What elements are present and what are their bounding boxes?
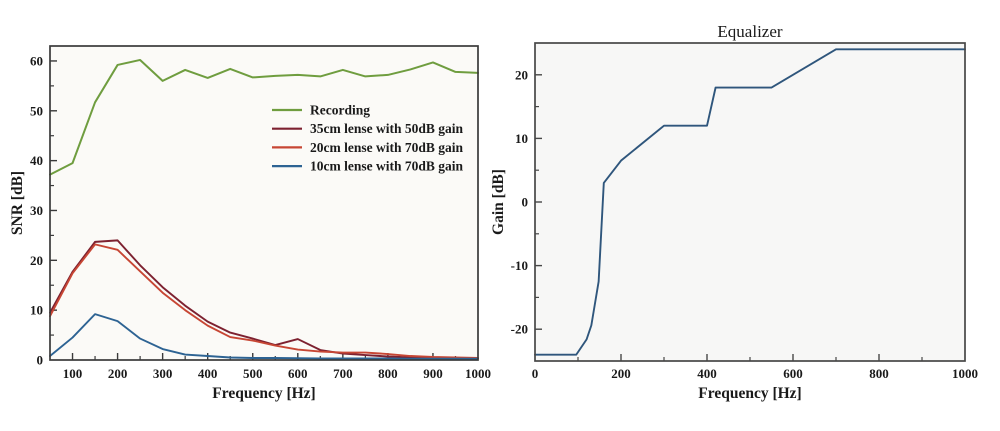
y-tick-label: -10 bbox=[511, 258, 528, 273]
x-tick-label: 100 bbox=[63, 366, 83, 381]
x-tick-label: 300 bbox=[153, 366, 173, 381]
x-tick-label: 600 bbox=[288, 366, 308, 381]
x-tick-label: 200 bbox=[611, 366, 631, 381]
snr-chart: 100 200 300 400 500 600 700 800 900 1000 0 10 20 30 40… bbox=[9, 45, 491, 402]
plot-frame bbox=[534, 42, 966, 362]
x-tick-label: 500 bbox=[243, 366, 263, 381]
legend-label-1: 35cm lense with 50dB gain bbox=[310, 121, 464, 136]
x-tick-label: 600 bbox=[783, 366, 803, 381]
y-tick-label: 50 bbox=[30, 103, 43, 118]
x-axis-label: Frequency [Hz] bbox=[698, 385, 801, 402]
x-tick-label: 800 bbox=[869, 366, 889, 381]
x-tick-label: 0 bbox=[532, 366, 539, 381]
chart-title: Equalizer bbox=[717, 22, 782, 41]
legend-label-0: Recording bbox=[310, 103, 370, 118]
plot-area bbox=[50, 46, 478, 360]
y-axis-label: SNR [dB] bbox=[9, 171, 26, 235]
x-tick-label: 700 bbox=[333, 366, 353, 381]
series-line-2 bbox=[49, 243, 479, 359]
y-tick-label: 0 bbox=[37, 353, 44, 368]
x-tick-label: 900 bbox=[423, 366, 443, 381]
x-tick-label: 800 bbox=[378, 366, 398, 381]
series-line-0 bbox=[49, 58, 479, 176]
y-tick-label: -20 bbox=[511, 322, 528, 337]
y-tick-label: 10 bbox=[30, 303, 43, 318]
y-tick-label: 30 bbox=[30, 203, 43, 218]
plot-area bbox=[535, 43, 965, 361]
equalizer-chart: 0 200 400 600 800 1000 -20 -10 0 10 20 Equalizer Fre… bbox=[490, 22, 978, 402]
x-tick-label: 1000 bbox=[952, 366, 978, 381]
x-axis-label: Frequency [Hz] bbox=[212, 385, 315, 402]
x-tick-label: 400 bbox=[697, 366, 717, 381]
y-tick-label: 0 bbox=[522, 195, 529, 210]
series-line-1 bbox=[49, 239, 479, 360]
legend-label-2: 20cm lense with 70dB gain bbox=[310, 140, 464, 155]
x-tick-label: 1000 bbox=[465, 366, 491, 381]
x-tick-label: 400 bbox=[198, 366, 218, 381]
legend-label-3: 10cm lense with 70dB gain bbox=[310, 159, 464, 174]
series-line-3 bbox=[49, 313, 479, 360]
series-line-0 bbox=[534, 48, 966, 356]
y-tick-label: 60 bbox=[30, 53, 43, 68]
y-tick-label: 20 bbox=[515, 67, 528, 82]
x-tick-label: 200 bbox=[108, 366, 128, 381]
y-tick-label: 20 bbox=[30, 253, 43, 268]
plot-frame bbox=[49, 45, 479, 361]
y-tick-label: 40 bbox=[30, 153, 43, 168]
y-axis-label: Gain [dB] bbox=[490, 169, 507, 235]
y-tick-label: 10 bbox=[515, 131, 528, 146]
